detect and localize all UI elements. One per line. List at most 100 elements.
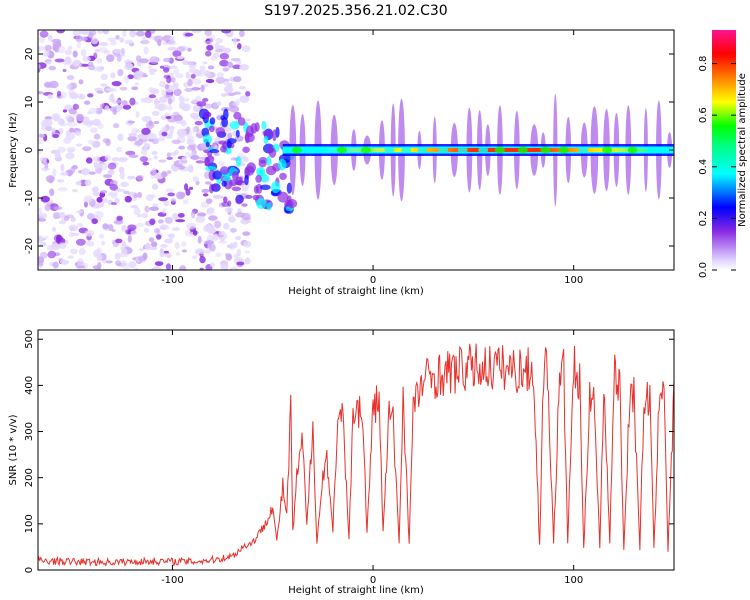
noise-blob (196, 249, 206, 255)
noise-blob (100, 83, 108, 87)
noise-blob (197, 69, 205, 77)
noise-blob (59, 259, 70, 265)
noise-blob (89, 127, 98, 133)
transition-blob (215, 127, 226, 136)
noise-blob (159, 224, 169, 231)
tone-segment (602, 146, 613, 154)
noise-blob (144, 205, 150, 213)
transition-blob (260, 184, 271, 191)
noise-blob (40, 195, 50, 203)
tone-segment (646, 146, 657, 154)
noise-blob (47, 94, 53, 100)
noise-blob (169, 36, 175, 42)
noise-blob (148, 237, 155, 243)
noise-blob (68, 83, 73, 89)
noise-blob (68, 108, 77, 115)
noise-blob (196, 101, 207, 107)
noise-blob (182, 60, 190, 66)
colorbar-tick-label: 0.0 (698, 262, 709, 278)
noise-blob (177, 212, 185, 218)
noise-blob (150, 175, 156, 179)
noise-blob (55, 149, 61, 157)
noise-blob (171, 227, 180, 232)
snr-ytick-label: 200 (24, 468, 35, 487)
spectrogram-heatmap (38, 30, 674, 270)
noise-blob (167, 192, 175, 197)
noise-blob (190, 210, 196, 219)
noise-blob (104, 105, 110, 111)
noise-blob (47, 250, 57, 259)
noise-blob (107, 87, 118, 93)
noise-blob (122, 30, 127, 38)
transition-blob (258, 159, 267, 168)
noise-blob (67, 121, 77, 127)
noise-blob (81, 168, 91, 176)
noise-blob (39, 157, 48, 162)
noise-blob (116, 54, 122, 63)
noise-blob (154, 174, 164, 180)
noise-blob (214, 48, 224, 53)
spectrogram-ylabel: Frequency (Hz) (8, 112, 19, 188)
snr-xtick-label: -100 (161, 575, 184, 586)
noise-blob (54, 46, 60, 53)
noise-blob (232, 76, 242, 83)
noise-blob (178, 95, 185, 103)
noise-blob (56, 90, 62, 97)
noise-blob (75, 238, 86, 246)
noise-blob (236, 261, 245, 266)
noise-blob (70, 232, 80, 237)
noise-blob (195, 215, 206, 223)
transition-blob (244, 165, 255, 176)
noise-blob (156, 234, 162, 240)
noise-blob (120, 260, 127, 267)
colorbar-tick-label: 0.6 (698, 107, 709, 123)
noise-blob (222, 67, 229, 72)
noise-blob (178, 145, 186, 150)
noise-blob (205, 249, 211, 255)
noise-blob (190, 73, 196, 79)
noise-blob (108, 170, 114, 176)
noise-blob (218, 160, 225, 167)
noise-blob (79, 93, 85, 100)
transition-blob (256, 198, 267, 210)
noise-blob (133, 207, 141, 216)
noise-blob (60, 163, 65, 172)
noise-blob (178, 101, 187, 110)
noise-blob (104, 155, 112, 161)
noise-blob (162, 252, 173, 257)
noise-blob (140, 148, 148, 156)
transition-blob (265, 165, 277, 176)
noise-blob (192, 117, 202, 121)
tone-segment (457, 146, 468, 154)
noise-blob (197, 143, 207, 152)
noise-blob (139, 247, 145, 252)
colorbar: 0.0 0.2 0.4 0.6 0.8 Normalized spectral ampl… (698, 30, 748, 278)
noise-blob (170, 198, 177, 203)
noise-blob (159, 251, 165, 258)
noise-blob (159, 65, 165, 69)
noise-blob (141, 127, 151, 135)
noise-blob (98, 233, 105, 239)
noise-blob (87, 139, 95, 145)
snr-ytick-label: 400 (24, 376, 35, 395)
noise-blob (169, 152, 178, 156)
noise-blob (81, 63, 89, 67)
noise-blob (112, 108, 118, 115)
noise-blob (69, 127, 75, 133)
noise-blob (72, 30, 81, 36)
noise-blob (174, 241, 180, 250)
noise-blob (136, 174, 144, 180)
noise-blob (69, 248, 78, 255)
noise-blob (45, 61, 52, 65)
noise-blob (192, 176, 200, 183)
noise-blob (151, 110, 160, 117)
noise-blob (206, 44, 214, 51)
noise-blob (137, 255, 147, 262)
colorbar-scale (712, 30, 736, 270)
snr-ticks: -100 0 100 0 100 200 300 400 500 (24, 330, 674, 586)
noise-blob (94, 202, 103, 209)
spectrogram-ytick-label: 10 (24, 96, 35, 109)
noise-blob (165, 115, 172, 120)
noise-blob (99, 103, 105, 110)
noise-blob (181, 156, 188, 161)
